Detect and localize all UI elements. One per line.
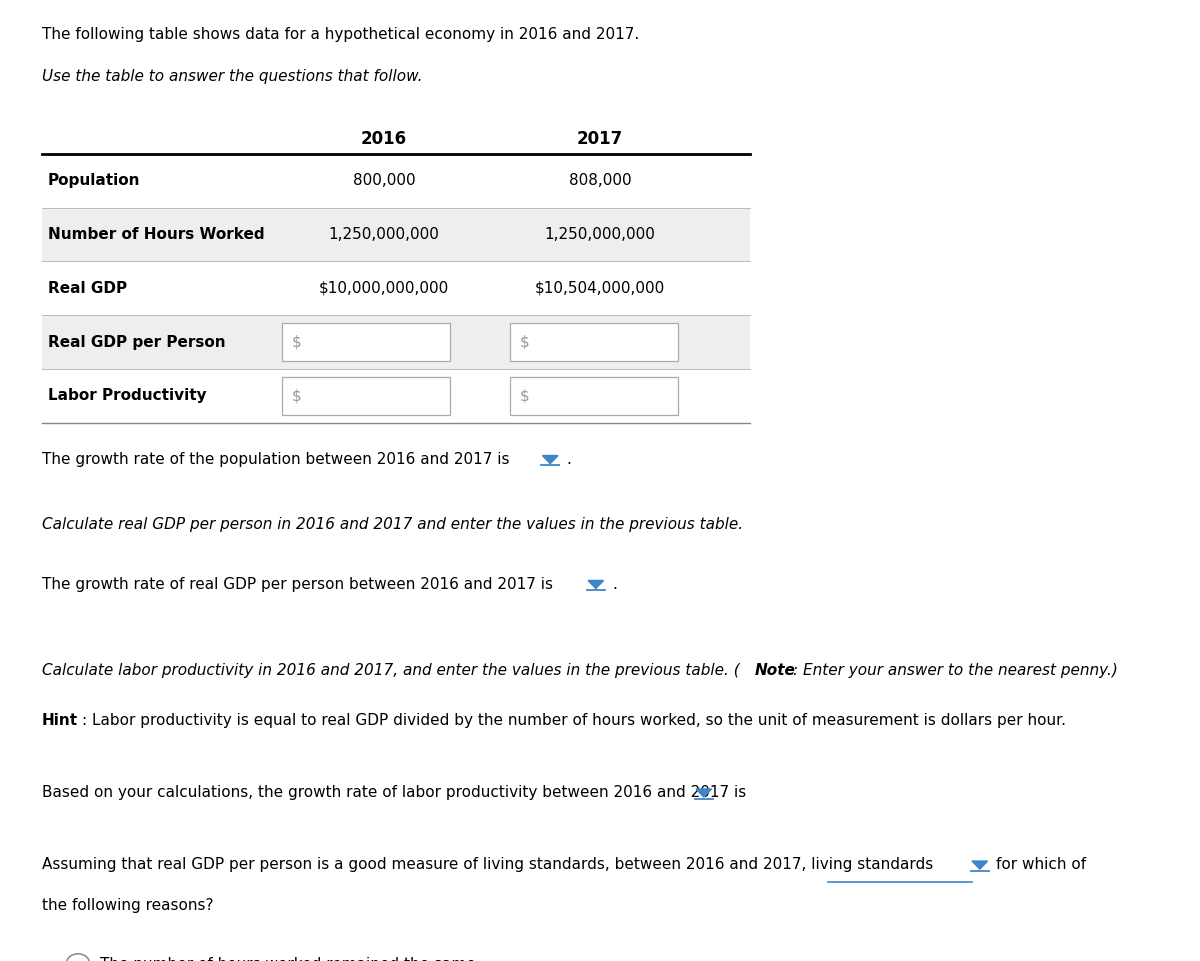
FancyBboxPatch shape	[42, 208, 750, 261]
Text: $: $	[520, 334, 529, 350]
Text: .: .	[720, 785, 725, 801]
Polygon shape	[696, 789, 712, 797]
Text: 2017: 2017	[577, 130, 623, 148]
FancyBboxPatch shape	[282, 323, 450, 361]
FancyBboxPatch shape	[510, 323, 678, 361]
Text: 800,000: 800,000	[353, 173, 415, 188]
Text: 1,250,000,000: 1,250,000,000	[329, 227, 439, 242]
Text: Hint: Hint	[42, 713, 78, 728]
Text: $: $	[292, 388, 301, 404]
Text: Calculate real GDP per person in 2016 and 2017 and enter the values in the previ: Calculate real GDP per person in 2016 an…	[42, 517, 743, 532]
Text: The growth rate of real GDP per person between 2016 and 2017 is: The growth rate of real GDP per person b…	[42, 577, 553, 592]
Text: the following reasons?: the following reasons?	[42, 898, 214, 913]
Text: $: $	[292, 334, 301, 350]
Text: $10,504,000,000: $10,504,000,000	[535, 281, 665, 296]
Text: Real GDP: Real GDP	[48, 281, 127, 296]
Text: : Labor productivity is equal to real GDP divided by the number of hours worked,: : Labor productivity is equal to real GD…	[82, 713, 1066, 728]
FancyBboxPatch shape	[42, 315, 750, 369]
Text: Number of Hours Worked: Number of Hours Worked	[48, 227, 265, 242]
Text: 1,250,000,000: 1,250,000,000	[545, 227, 655, 242]
Text: $: $	[520, 388, 529, 404]
Text: 808,000: 808,000	[569, 173, 631, 188]
Text: Labor Productivity: Labor Productivity	[48, 388, 206, 404]
Text: .: .	[566, 452, 571, 467]
Polygon shape	[972, 861, 988, 869]
Text: The following table shows data for a hypothetical economy in 2016 and 2017.: The following table shows data for a hyp…	[42, 27, 640, 42]
Text: .: .	[612, 577, 617, 592]
Text: Assuming that real GDP per person is a good measure of living standards, between: Assuming that real GDP per person is a g…	[42, 857, 934, 873]
Polygon shape	[588, 580, 604, 588]
Text: Based on your calculations, the growth rate of labor productivity between 2016 a: Based on your calculations, the growth r…	[42, 785, 746, 801]
Text: for which of: for which of	[996, 857, 1086, 873]
Text: The number of hours worked remained the same.: The number of hours worked remained the …	[100, 957, 480, 961]
Text: Calculate labor productivity in 2016 and 2017, and enter the values in the previ: Calculate labor productivity in 2016 and…	[42, 663, 739, 678]
FancyBboxPatch shape	[282, 377, 450, 415]
FancyBboxPatch shape	[510, 377, 678, 415]
Text: : Enter your answer to the nearest penny.): : Enter your answer to the nearest penny…	[793, 663, 1118, 678]
Text: The growth rate of the population between 2016 and 2017 is: The growth rate of the population betwee…	[42, 452, 510, 467]
Text: Population: Population	[48, 173, 140, 188]
Text: Use the table to answer the questions that follow.: Use the table to answer the questions th…	[42, 69, 422, 85]
Text: 2016: 2016	[361, 130, 407, 148]
Text: Real GDP per Person: Real GDP per Person	[48, 334, 226, 350]
Text: Note: Note	[755, 663, 796, 678]
Text: $10,000,000,000: $10,000,000,000	[319, 281, 449, 296]
Polygon shape	[542, 456, 558, 463]
